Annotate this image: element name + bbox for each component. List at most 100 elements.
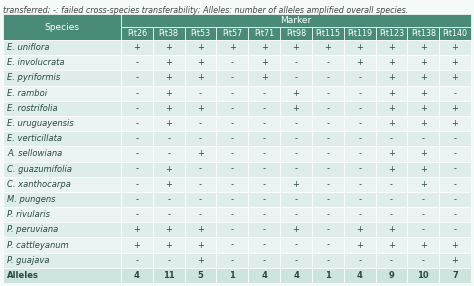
Bar <box>439 131 471 146</box>
Text: -: - <box>136 210 138 219</box>
Bar <box>375 177 407 192</box>
Bar <box>153 101 185 116</box>
Text: -: - <box>136 58 138 67</box>
Bar <box>344 146 375 162</box>
Text: Pit38: Pit38 <box>159 29 179 38</box>
Text: -: - <box>294 134 298 143</box>
Bar <box>439 192 471 207</box>
Bar <box>344 222 375 237</box>
Bar <box>185 86 217 101</box>
Bar <box>375 86 407 101</box>
Text: 5: 5 <box>198 271 203 280</box>
Bar <box>312 253 344 268</box>
Text: -: - <box>231 149 234 158</box>
Text: +: + <box>356 58 363 67</box>
Bar <box>217 55 248 70</box>
Text: Pit115: Pit115 <box>315 29 340 38</box>
Text: +: + <box>420 104 427 113</box>
Bar <box>344 192 375 207</box>
Bar <box>344 268 375 283</box>
Bar <box>407 86 439 101</box>
Text: -: - <box>231 256 234 265</box>
Text: -: - <box>263 225 266 234</box>
Text: transferred; -: failed cross-species transferability; Alleles: number of alleles: transferred; -: failed cross-species tra… <box>3 6 408 15</box>
Text: +: + <box>324 43 331 52</box>
Text: -: - <box>454 89 456 98</box>
Text: +: + <box>420 43 427 52</box>
Text: Pit140: Pit140 <box>443 29 467 38</box>
Bar <box>3 268 121 283</box>
Bar <box>248 27 280 40</box>
Text: -: - <box>231 210 234 219</box>
Text: +: + <box>292 43 300 52</box>
Bar <box>407 131 439 146</box>
Text: Pit123: Pit123 <box>379 29 404 38</box>
Bar <box>121 177 153 192</box>
Text: E. pyriformis: E. pyriformis <box>7 74 60 82</box>
Text: -: - <box>199 195 202 204</box>
Bar <box>407 207 439 222</box>
Bar <box>280 116 312 131</box>
Bar <box>248 131 280 146</box>
Text: -: - <box>231 104 234 113</box>
Bar <box>344 162 375 177</box>
Text: -: - <box>263 134 266 143</box>
Text: +: + <box>420 89 427 98</box>
Bar <box>248 55 280 70</box>
Bar <box>280 177 312 192</box>
Bar <box>439 222 471 237</box>
Bar <box>375 237 407 253</box>
Text: 4: 4 <box>293 271 299 280</box>
Bar <box>280 86 312 101</box>
Text: -: - <box>326 210 329 219</box>
Text: -: - <box>263 104 266 113</box>
Text: -: - <box>390 195 393 204</box>
Bar <box>153 131 185 146</box>
Text: -: - <box>231 58 234 67</box>
Text: +: + <box>197 104 204 113</box>
Bar <box>121 253 153 268</box>
Bar <box>248 268 280 283</box>
Text: -: - <box>231 134 234 143</box>
Bar <box>153 162 185 177</box>
Text: -: - <box>294 149 298 158</box>
Bar <box>185 131 217 146</box>
Text: -: - <box>358 256 361 265</box>
Text: P. cattleyanum: P. cattleyanum <box>7 241 69 249</box>
Text: +: + <box>261 43 268 52</box>
Text: +: + <box>388 225 395 234</box>
Text: E. ramboi: E. ramboi <box>7 89 47 98</box>
Text: +: + <box>420 74 427 82</box>
Bar <box>121 268 153 283</box>
Bar <box>121 116 153 131</box>
Bar <box>375 70 407 86</box>
Bar <box>375 116 407 131</box>
Text: -: - <box>263 119 266 128</box>
Bar <box>217 237 248 253</box>
Bar <box>312 70 344 86</box>
Text: -: - <box>136 119 138 128</box>
Text: A. sellowiana: A. sellowiana <box>7 149 62 158</box>
Bar <box>407 101 439 116</box>
Text: 4: 4 <box>261 271 267 280</box>
Bar <box>407 177 439 192</box>
Text: +: + <box>388 74 395 82</box>
Text: -: - <box>199 134 202 143</box>
Bar <box>3 253 121 268</box>
Bar <box>121 27 153 40</box>
Bar <box>217 131 248 146</box>
Bar <box>3 177 121 192</box>
Bar <box>217 146 248 162</box>
Text: Pit119: Pit119 <box>347 29 372 38</box>
Bar <box>185 237 217 253</box>
Text: E. uniflora: E. uniflora <box>7 43 49 52</box>
Bar <box>248 222 280 237</box>
Bar <box>121 207 153 222</box>
Text: -: - <box>136 74 138 82</box>
Bar <box>217 86 248 101</box>
Bar <box>280 101 312 116</box>
Text: -: - <box>454 149 456 158</box>
Text: -: - <box>390 180 393 189</box>
Text: C. guazumifolia: C. guazumifolia <box>7 165 72 174</box>
Bar <box>407 192 439 207</box>
